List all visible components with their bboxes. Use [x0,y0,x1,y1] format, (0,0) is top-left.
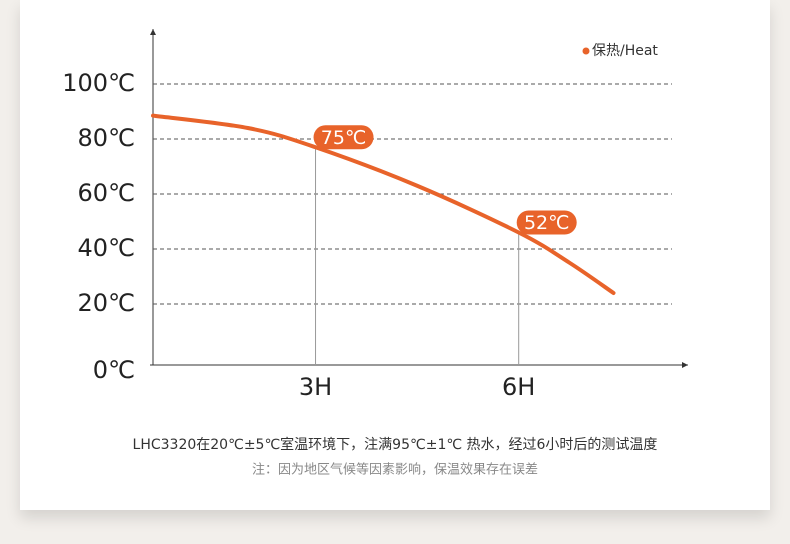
y-tick-label: 20℃ [78,289,136,317]
x-tick-label: 6H [502,373,535,401]
y-tick-label: 60℃ [78,179,136,207]
legend-marker [582,47,590,55]
legend-label: 保热/Heat [592,43,658,59]
annotation-pill [516,210,577,235]
caption: LHC3320在20℃±5℃室温环境下，注满95℃±1℃ 热水，经过6小时后的测… [133,436,658,453]
note: 注：因为地区气候等因素影响，保温效果存在误差 [252,462,538,478]
y-tick-label: 40℃ [78,234,136,262]
x-tick-label: 3H [299,373,332,401]
x-axis-arrow [682,362,688,368]
y-tick-label: 80℃ [78,124,136,152]
annotation-label: 52℃ [524,212,570,234]
y-axis-arrow [150,29,156,35]
data-line [151,113,616,295]
annotation-pill [313,125,374,150]
y-tick-label: 100℃ [62,69,135,97]
annotation-label: 75℃ [321,127,367,149]
y-tick-label: 0℃ [93,356,135,384]
card [20,0,770,510]
